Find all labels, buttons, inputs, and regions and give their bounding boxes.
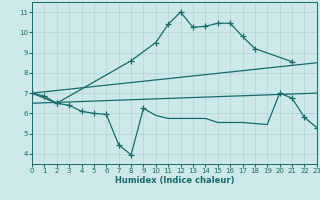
X-axis label: Humidex (Indice chaleur): Humidex (Indice chaleur) — [115, 176, 234, 185]
